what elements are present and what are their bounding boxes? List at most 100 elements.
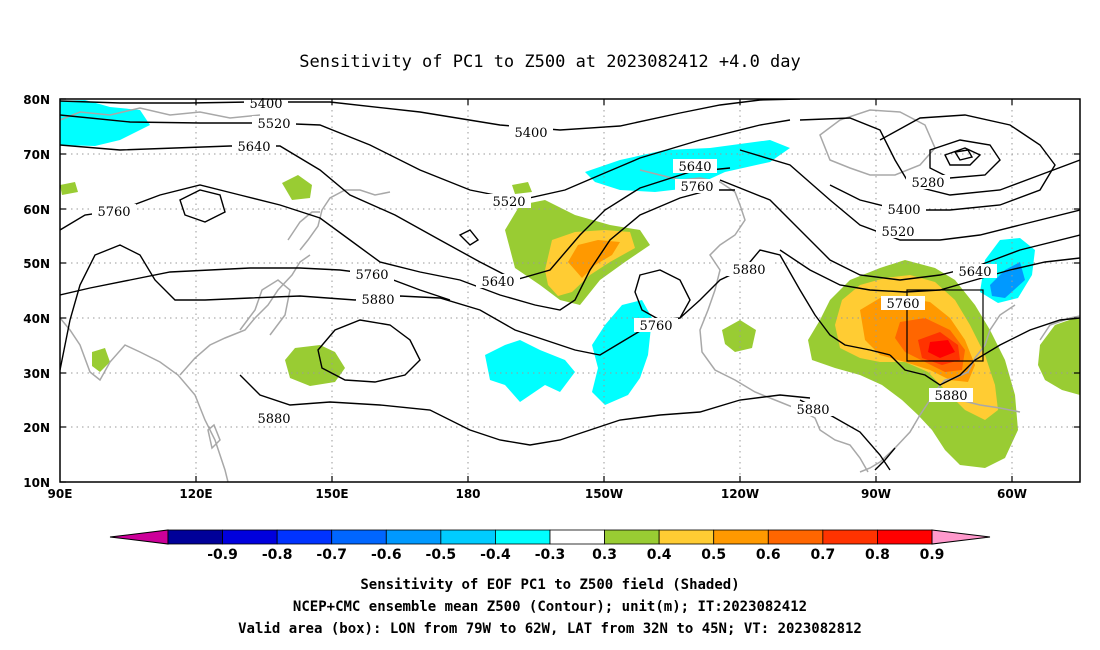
- contour-5760-north: [60, 184, 735, 311]
- neg-patch-central-pacific: [485, 340, 575, 402]
- graticule: [60, 99, 1080, 482]
- colorbar-swatch: [495, 529, 551, 545]
- colorbar-swatch: [440, 529, 496, 545]
- contour-5880-se-hook: [874, 447, 896, 471]
- colorbar-tick-label: 0.5: [701, 547, 726, 563]
- colorbar-tick-label: -0.5: [426, 547, 457, 563]
- contour-5760-closed: [634, 269, 691, 321]
- colorbar-tick-label: -0.8: [262, 547, 293, 563]
- colorbar-swatch: [822, 529, 878, 545]
- lon-label: 60W: [997, 487, 1027, 501]
- contour-label: 5640: [237, 140, 270, 155]
- coastlines: [60, 107, 1080, 482]
- contour-low-small-1: [179, 189, 226, 223]
- contour-5880-atlantic: [779, 249, 1080, 293]
- colorbar-tick-label: 0.6: [756, 547, 781, 563]
- contour-label: 5880: [361, 293, 394, 308]
- lon-label: 90W: [861, 487, 891, 501]
- contour-label: 5640: [678, 160, 711, 175]
- pos-patch-siberia: [60, 182, 78, 195]
- contour-label: 5760: [355, 268, 388, 283]
- lon-label: 150E: [315, 487, 348, 501]
- pos-patch-e-atlantic: [1038, 318, 1080, 395]
- lat-label: 80N: [23, 93, 50, 107]
- lat-label: 70N: [23, 148, 50, 162]
- lat-label: 40N: [23, 312, 50, 326]
- contour-label: 5640: [958, 265, 991, 280]
- contour-label: 5400: [249, 97, 282, 112]
- contour-5880-closed: [317, 319, 421, 383]
- lon-label: 120W: [721, 487, 759, 501]
- contour-5280-low: [929, 139, 1001, 179]
- contour-5880-south: [239, 374, 811, 446]
- map-title: Sensitivity of PC1 to Z500 at 2023082412…: [299, 52, 801, 72]
- pos-patch-subtropical-pacific: [285, 345, 345, 386]
- map-panel: 5400 5520 5640 5760 5880 5400 5640 5760 …: [23, 93, 1081, 501]
- sensitivity-shading: [60, 100, 1080, 468]
- colorbar-swatch: [877, 529, 933, 545]
- lon-label: 150W: [585, 487, 623, 501]
- contour-5400-north: [60, 99, 801, 131]
- contour-5520-north: [60, 114, 791, 201]
- axis-ticks: [60, 98, 1080, 483]
- lon-tick-labels: 90E 120E 150E 180 150W 120W 90W 60W: [48, 487, 1027, 501]
- contour-label: 5760: [886, 297, 919, 312]
- contour-5640-atlantic: [739, 149, 1080, 241]
- contour-label: 5520: [492, 195, 525, 210]
- colorbar-tick-label: 0.9: [920, 547, 945, 563]
- footer-line-2: NCEP+CMC ensemble mean Z500 (Contour); u…: [293, 599, 807, 615]
- colorbar-tick-label: -0.3: [535, 547, 566, 563]
- colorbar-swatch: [276, 529, 333, 545]
- colorbar-swatch: [713, 529, 769, 545]
- contour-label: 5520: [881, 225, 914, 240]
- colorbar-swatch: [331, 529, 387, 545]
- contour-5880-atlantic-south: [889, 317, 1080, 386]
- colorbar-swatch: [658, 529, 715, 545]
- lat-label: 50N: [23, 257, 50, 271]
- lat-label: 60N: [23, 203, 50, 217]
- colorbar-tick-label: 0.3: [592, 547, 617, 563]
- lat-label: 20N: [23, 421, 50, 435]
- colorbar-tick-label: 0.4: [647, 547, 672, 563]
- pos-patch-mid-pacific-small: [722, 320, 756, 352]
- neg-patch-small-blue: [990, 262, 1025, 298]
- contour-label: 5400: [887, 203, 920, 218]
- lon-label: 90E: [48, 487, 73, 501]
- contour-low-center: [953, 149, 974, 161]
- pos-08-n-america: [928, 340, 955, 358]
- colorbar-right-triangle: [931, 529, 991, 545]
- contour-label: 5880: [732, 263, 765, 278]
- lon-label: 180: [455, 487, 480, 501]
- lon-label: 120E: [179, 487, 212, 501]
- colorbar-tick-label: 0.7: [810, 547, 835, 563]
- contour-label: 5760: [639, 319, 672, 334]
- contour-5640-north: [60, 144, 731, 281]
- colorbar-left-triangle: [109, 529, 169, 545]
- contour-label: 5280: [911, 176, 944, 191]
- colorbar-swatch: [767, 529, 824, 545]
- colorbar-tick-label: -0.7: [316, 547, 347, 563]
- contour-5880-main: [60, 244, 891, 371]
- footer-line-3: Valid area (box): LON from 79W to 62W, L…: [238, 621, 862, 637]
- contour-label: 5880: [934, 389, 967, 404]
- colorbar-swatch: [549, 529, 605, 545]
- contour-label: 5760: [680, 180, 713, 195]
- colorbar-swatch: [604, 529, 660, 545]
- pos-05-w-pacific: [568, 240, 620, 278]
- lat-label: 30N: [23, 367, 50, 381]
- colorbar-tick-label: -0.6: [371, 547, 402, 563]
- colorbar-tick-label: -0.9: [207, 547, 238, 563]
- contour-low-small-2: [458, 229, 480, 246]
- contour-label: 5520: [257, 117, 290, 132]
- contour-low-inner: [944, 147, 982, 166]
- contour-5760-atlantic: [719, 179, 1080, 281]
- pos-patch-russia: [282, 175, 312, 200]
- colorbar-swatch: [385, 529, 442, 545]
- contour-label: 5400: [514, 126, 547, 141]
- colorbar-swatch: [222, 529, 278, 545]
- contour-label: 5760: [97, 205, 130, 220]
- contour-label: 5880: [796, 403, 829, 418]
- colorbar-tick-label: 0.8: [865, 547, 890, 563]
- colorbar: -0.9 -0.8 -0.7 -0.6 -0.5 -0.4 -0.3 0.3 0.4 0.5 0.6…: [109, 529, 991, 563]
